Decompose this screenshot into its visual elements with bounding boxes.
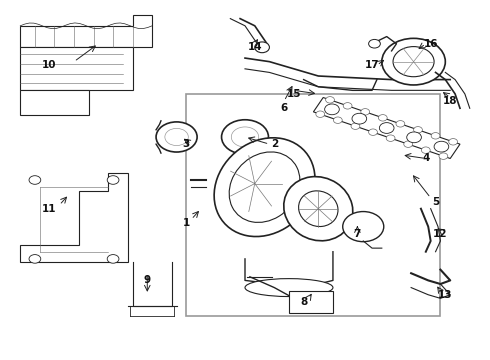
Circle shape	[439, 153, 448, 159]
Circle shape	[343, 212, 384, 242]
Circle shape	[431, 132, 440, 139]
Bar	[186, 94, 441, 316]
Circle shape	[393, 46, 434, 77]
Circle shape	[156, 122, 197, 152]
Text: 2: 2	[270, 139, 278, 149]
Ellipse shape	[284, 177, 353, 241]
Ellipse shape	[229, 152, 300, 222]
Bar	[289, 291, 333, 313]
Circle shape	[421, 147, 430, 153]
Text: 7: 7	[354, 229, 361, 239]
Polygon shape	[314, 98, 460, 158]
Circle shape	[386, 135, 395, 141]
Circle shape	[379, 123, 394, 134]
Text: 15: 15	[287, 89, 301, 99]
Circle shape	[221, 120, 269, 154]
Ellipse shape	[245, 279, 333, 297]
Circle shape	[449, 139, 458, 145]
Text: 16: 16	[423, 39, 438, 49]
Polygon shape	[20, 47, 133, 90]
Text: 8: 8	[300, 297, 307, 307]
Circle shape	[434, 141, 449, 152]
Polygon shape	[20, 15, 152, 47]
Text: 13: 13	[438, 290, 453, 300]
Text: 6: 6	[280, 103, 288, 113]
Circle shape	[368, 40, 380, 48]
Text: 3: 3	[183, 139, 190, 149]
Circle shape	[231, 127, 259, 147]
Circle shape	[361, 109, 369, 115]
Circle shape	[414, 127, 422, 133]
Circle shape	[404, 141, 413, 147]
Circle shape	[378, 114, 387, 121]
Ellipse shape	[214, 138, 315, 237]
Text: 11: 11	[42, 204, 57, 214]
Text: 5: 5	[432, 197, 439, 207]
Text: 1: 1	[183, 218, 190, 228]
Circle shape	[316, 111, 325, 117]
Circle shape	[326, 96, 334, 103]
Text: 17: 17	[365, 60, 379, 70]
Text: 12: 12	[433, 229, 448, 239]
Circle shape	[352, 113, 367, 124]
Circle shape	[351, 123, 360, 129]
Ellipse shape	[298, 191, 338, 226]
Circle shape	[107, 176, 119, 184]
Circle shape	[368, 129, 377, 135]
Text: 4: 4	[422, 153, 429, 163]
Text: 9: 9	[144, 275, 151, 285]
Circle shape	[165, 129, 188, 145]
Text: 10: 10	[42, 60, 57, 70]
Text: 14: 14	[247, 42, 262, 52]
Circle shape	[382, 39, 445, 85]
Circle shape	[29, 176, 41, 184]
Circle shape	[255, 42, 270, 53]
Circle shape	[325, 104, 339, 115]
Circle shape	[396, 121, 405, 127]
Polygon shape	[20, 173, 128, 262]
Circle shape	[29, 255, 41, 263]
Circle shape	[107, 255, 119, 263]
Polygon shape	[20, 90, 89, 116]
Text: 18: 18	[443, 96, 458, 106]
Circle shape	[343, 103, 352, 109]
Circle shape	[407, 132, 421, 143]
Circle shape	[333, 117, 342, 123]
